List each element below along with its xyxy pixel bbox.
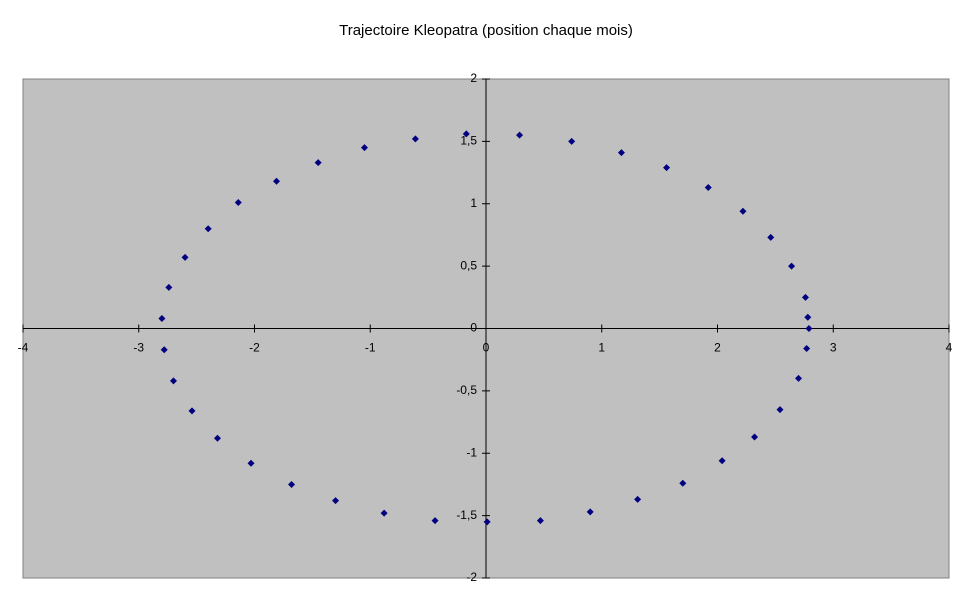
x-tick-label: 3 bbox=[830, 341, 837, 355]
chart-title: Trajectoire Kleopatra (position chaque m… bbox=[339, 22, 633, 39]
y-tick-label: -0,5 bbox=[456, 383, 477, 397]
data-point bbox=[213, 434, 221, 442]
data-point bbox=[247, 459, 255, 467]
x-tick-label: 2 bbox=[714, 341, 721, 355]
data-point bbox=[160, 346, 168, 354]
data-point bbox=[663, 164, 671, 172]
data-point bbox=[483, 518, 491, 526]
data-point bbox=[805, 325, 813, 332]
data-point bbox=[801, 293, 809, 301]
data-point bbox=[617, 149, 625, 157]
data-point bbox=[803, 344, 811, 352]
data-point bbox=[188, 407, 196, 415]
x-tick-label: -4 bbox=[18, 341, 29, 355]
data-point bbox=[795, 374, 803, 382]
data-point bbox=[288, 480, 296, 488]
data-point bbox=[314, 159, 322, 167]
data-point bbox=[165, 283, 173, 291]
data-point bbox=[169, 377, 177, 385]
data-point bbox=[767, 233, 775, 241]
data-point bbox=[462, 130, 470, 138]
data-point bbox=[234, 199, 242, 207]
y-tick-label: 0,5 bbox=[460, 258, 477, 272]
data-point bbox=[380, 509, 388, 517]
x-tick-label: -3 bbox=[133, 341, 144, 355]
data-point bbox=[679, 479, 687, 487]
data-point bbox=[718, 457, 726, 465]
data-point bbox=[360, 144, 368, 152]
data-point bbox=[751, 433, 759, 441]
x-tick-label: 4 bbox=[946, 341, 953, 355]
data-point bbox=[431, 517, 439, 525]
data-point bbox=[634, 495, 642, 503]
y-tick-label: 1 bbox=[470, 196, 477, 210]
y-tick-label: 2 bbox=[470, 71, 477, 85]
data-point bbox=[272, 177, 280, 185]
x-tick-label: 0 bbox=[483, 341, 490, 355]
data-point bbox=[804, 313, 812, 321]
data-point bbox=[158, 315, 166, 323]
x-tick-label: -1 bbox=[365, 341, 376, 355]
data-point bbox=[181, 253, 189, 261]
data-point bbox=[776, 406, 784, 414]
y-tick-label: -1 bbox=[466, 445, 477, 459]
data-point bbox=[788, 262, 796, 270]
data-point bbox=[411, 135, 419, 143]
data-point bbox=[332, 497, 340, 505]
data-point bbox=[568, 137, 576, 145]
data-point bbox=[516, 131, 524, 139]
data-point bbox=[536, 517, 544, 525]
x-tick-label: -2 bbox=[249, 341, 260, 355]
data-point bbox=[204, 225, 212, 233]
y-tick-label: -2 bbox=[466, 570, 477, 584]
y-tick-label: -1,5 bbox=[456, 508, 477, 522]
y-tick-label: 0 bbox=[470, 321, 477, 335]
data-point bbox=[586, 508, 594, 516]
data-point bbox=[704, 184, 712, 192]
x-tick-label: 1 bbox=[598, 341, 605, 355]
y-tick-label: 1,5 bbox=[460, 134, 477, 148]
data-point bbox=[739, 207, 747, 215]
